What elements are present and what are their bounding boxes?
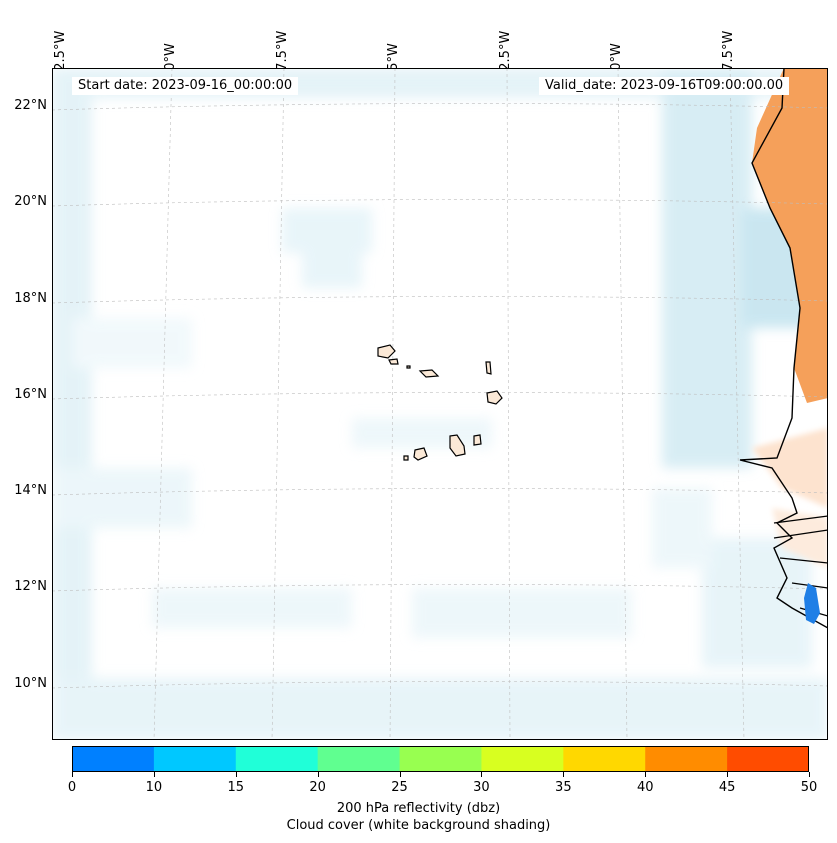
cloud-cover-shading	[52, 68, 828, 740]
colorbar-segment	[235, 746, 319, 772]
colorbar-tick-label: 50	[800, 780, 818, 795]
colorbar-tick-mark	[235, 772, 237, 777]
colorbar-tick-label: 15	[227, 780, 245, 795]
map-panel	[52, 68, 828, 740]
colorbar-tick-label: 45	[718, 780, 736, 795]
colorbar-tick-label: 0	[67, 780, 77, 795]
colorbar-tick-mark	[399, 772, 401, 777]
colorbar-tick-mark	[645, 772, 647, 777]
colorbar-segment	[481, 746, 564, 772]
colorbar-tick-mark	[72, 772, 73, 777]
colorbar-segment	[72, 746, 155, 772]
colorbar-segment	[563, 746, 646, 772]
colorbar-tick-mark	[727, 772, 729, 777]
colorbar-segment	[645, 746, 728, 772]
colorbar-tick-mark	[153, 772, 155, 777]
coastline-africa	[739, 68, 828, 629]
colorbar-segment	[317, 746, 401, 772]
colorbar-segment	[399, 746, 482, 772]
colorbar-tick-label: 10	[145, 780, 163, 795]
colorbar-tick-label: 25	[391, 780, 408, 795]
colorbar-tick-mark	[809, 772, 810, 777]
lat-label-14n: 14°N	[14, 483, 47, 498]
colorbar-tick-mark	[481, 772, 483, 777]
colorbar-tick-label: 20	[309, 780, 326, 795]
colorbar-tick-label: 35	[555, 780, 572, 795]
reflectivity-shading	[752, 68, 828, 568]
colorbar-tick-label: 40	[636, 780, 654, 795]
coastline-gambia-guinea	[773, 515, 828, 617]
lat-label-22n: 22°N	[14, 98, 47, 113]
colorbar-tick-label: 30	[473, 780, 490, 795]
cape-verde-islands	[377, 344, 503, 461]
lat-label-16n: 16°N	[14, 387, 47, 402]
colorbar-segment	[727, 746, 809, 772]
valid-date-label: Valid_date: 2023-09-16T09:00:00.00	[539, 77, 790, 95]
colorbar-label-reflectivity: 200 hPa reflectivity (dbz)	[336, 801, 501, 816]
colorbar-label-cloud-cover: Cloud cover (white background shading)	[286, 818, 551, 833]
start-date-label: Start date: 2023-09-16_00:00:00	[72, 77, 299, 95]
lat-label-20n: 20°N	[14, 194, 47, 209]
colorbar-segment	[153, 746, 237, 772]
colorbar	[72, 746, 809, 772]
colorbar-tick-mark	[317, 772, 319, 777]
lat-label-12n: 12°N	[14, 579, 47, 594]
graticule	[52, 68, 828, 740]
reflectivity-blue-blob	[804, 583, 820, 624]
lat-label-10n: 10°N	[14, 676, 47, 691]
colorbar-tick-mark	[563, 772, 565, 777]
lat-label-18n: 18°N	[14, 291, 47, 306]
